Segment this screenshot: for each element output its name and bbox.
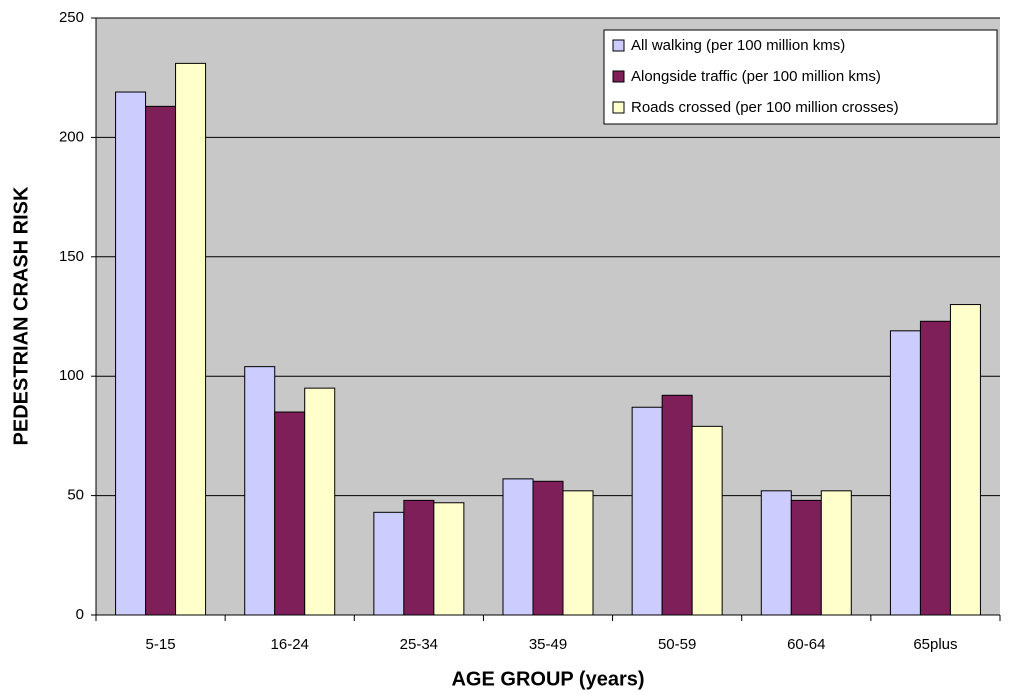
bar — [244, 366, 276, 616]
bar — [115, 91, 147, 616]
legend-label: Alongside traffic (per 100 million kms) — [631, 68, 881, 85]
y-tick-label: 150 — [59, 248, 84, 265]
y-tick-label: 250 — [59, 9, 84, 26]
bar — [562, 490, 594, 616]
y-tick-label: 0 — [76, 606, 84, 623]
x-tick-label: 35-49 — [529, 636, 567, 653]
bar — [502, 478, 534, 616]
bar — [433, 502, 465, 616]
bar — [949, 304, 981, 616]
x-tick-label: 60-64 — [787, 636, 825, 653]
bar — [145, 105, 177, 616]
x-tick-label: 25-34 — [400, 636, 438, 653]
bar — [889, 330, 921, 616]
bar — [919, 320, 951, 616]
bar — [532, 480, 564, 616]
x-tick-label: 65plus — [913, 636, 957, 653]
legend-swatch — [612, 101, 625, 114]
bar — [820, 490, 852, 616]
y-axis-title: PEDESTRIAN CRASH RISK — [10, 186, 32, 445]
legend-label: Roads crossed (per 100 million crosses) — [631, 99, 899, 116]
bar — [631, 406, 663, 616]
y-tick-label: 50 — [67, 487, 84, 504]
bar — [274, 411, 306, 616]
bar — [790, 499, 822, 616]
legend-swatch — [612, 39, 625, 52]
bar — [691, 425, 723, 616]
bar — [373, 511, 405, 616]
x-tick-label: 16-24 — [271, 636, 309, 653]
bar — [760, 490, 792, 616]
legend-swatch — [612, 70, 625, 83]
x-tick-label: 50-59 — [658, 636, 696, 653]
bar — [304, 387, 336, 616]
x-tick-label: 5-15 — [146, 636, 176, 653]
bar — [175, 62, 207, 616]
y-tick-label: 200 — [59, 128, 84, 145]
x-axis-title: AGE GROUP (years) — [451, 668, 644, 690]
legend: All walking (per 100 million kms) Alongsi… — [603, 29, 998, 125]
legend-label: All walking (per 100 million kms) — [631, 37, 845, 54]
legend-box — [603, 29, 998, 125]
y-tick-label: 100 — [59, 367, 84, 384]
bar — [403, 499, 435, 616]
bar — [661, 394, 693, 616]
